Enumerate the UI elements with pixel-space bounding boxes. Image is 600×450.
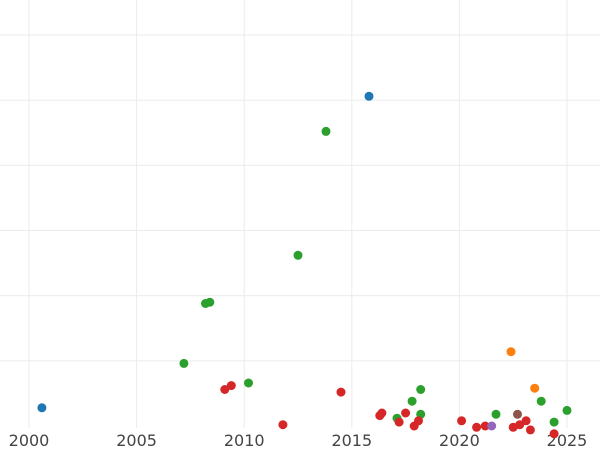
data-point: [364, 91, 374, 101]
data-point: [414, 416, 423, 426]
data-point: [457, 416, 467, 426]
data-point: [377, 408, 387, 418]
data-point: [226, 381, 236, 391]
data-point: [293, 250, 303, 260]
x-tick-label: 2000: [9, 431, 50, 450]
data-point: [513, 409, 522, 419]
data-point: [525, 425, 535, 435]
data-point: [244, 378, 253, 388]
data-point: [536, 396, 546, 406]
grid: [0, 0, 600, 428]
x-tick-label: 2020: [439, 431, 480, 450]
data-point: [480, 421, 490, 431]
data-point: [491, 409, 501, 419]
data-point: [549, 429, 559, 439]
data-point: [394, 417, 404, 427]
data-point: [278, 420, 288, 430]
x-tick-labels: 2000 2005 2010 2015 2020 2025: [9, 431, 588, 450]
data-point: [487, 421, 497, 431]
x-tick-label: 2010: [224, 431, 265, 450]
x-tick-label: 2015: [331, 431, 372, 450]
data-point: [407, 396, 417, 406]
data-point: [416, 385, 426, 394]
data-point: [472, 422, 482, 432]
data-point: [401, 408, 411, 418]
data-point: [521, 416, 531, 426]
data-point: [205, 297, 215, 307]
data-point: [220, 385, 230, 394]
data-point: [506, 347, 516, 357]
data-point: [549, 417, 559, 427]
data-point: [336, 387, 346, 397]
data-point: [179, 358, 189, 368]
data-points: [37, 91, 572, 439]
data-point: [37, 403, 47, 413]
x-tick-label: 2005: [116, 431, 157, 450]
data-point: [321, 126, 331, 136]
data-point: [562, 405, 572, 415]
data-point: [530, 383, 540, 393]
